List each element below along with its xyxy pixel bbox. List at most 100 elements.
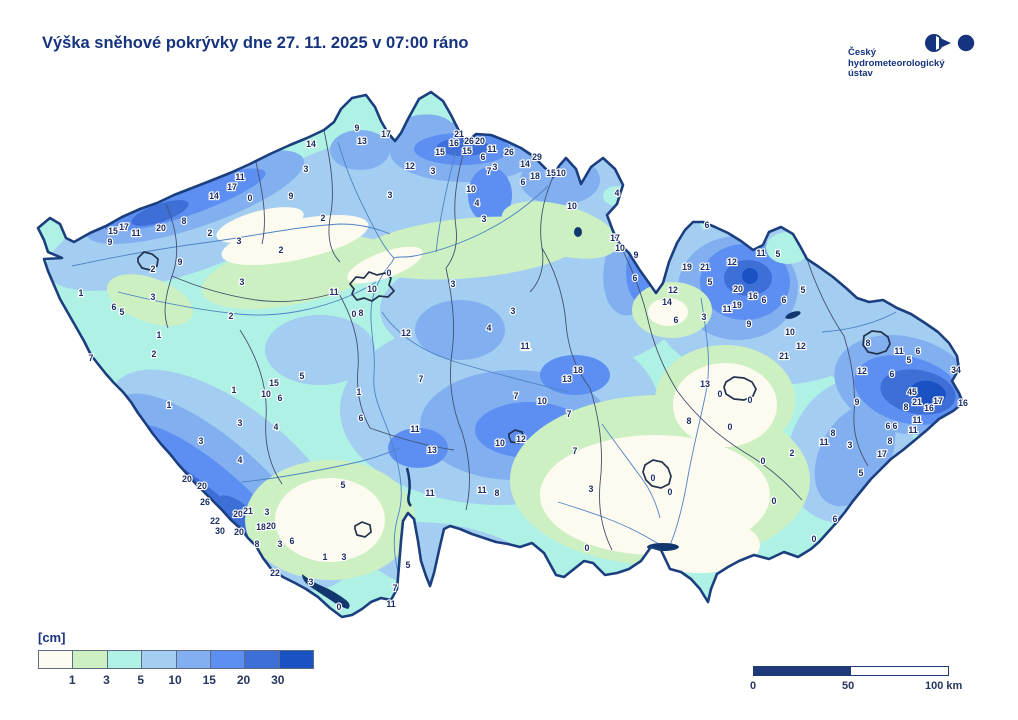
station-value: 8 bbox=[866, 338, 871, 348]
station-value: 5 bbox=[859, 468, 864, 478]
station-value: 11 bbox=[894, 346, 903, 356]
station-value: 18 bbox=[256, 522, 266, 532]
station-value: 21 bbox=[779, 351, 789, 361]
station-value: 8 bbox=[182, 216, 187, 226]
legend-threshold-labels: 1 3 5 10 15 20 30 bbox=[38, 673, 312, 689]
legend-threshold-label: 30 bbox=[271, 673, 285, 687]
station-value: 6 bbox=[674, 315, 679, 325]
region-borders bbox=[164, 129, 869, 551]
station-value: 8 bbox=[359, 308, 364, 318]
chmi-logo-icon bbox=[925, 34, 975, 52]
station-value: 15 bbox=[108, 226, 118, 236]
station-value: 6 bbox=[521, 177, 526, 187]
station-value: 7 bbox=[567, 409, 572, 419]
station-value: 5 bbox=[300, 371, 305, 381]
station-value: 16 bbox=[449, 138, 459, 148]
station-value: 20 bbox=[266, 521, 276, 531]
station-value: 8 bbox=[687, 416, 692, 426]
station-value: 10 bbox=[537, 396, 547, 406]
station-value: 15 bbox=[546, 168, 556, 178]
station-value: 3 bbox=[237, 236, 242, 246]
station-value: 18 bbox=[573, 365, 583, 375]
station-value: 21 bbox=[912, 397, 922, 407]
station-value: 3 bbox=[238, 418, 243, 428]
station-value: 12 bbox=[516, 434, 526, 444]
station-value: 6 bbox=[782, 295, 787, 305]
station-value: 21 bbox=[454, 129, 464, 139]
station-value: 2 bbox=[321, 213, 326, 223]
station-value: 0 bbox=[651, 473, 656, 483]
station-value: 1 bbox=[79, 288, 84, 298]
station-value: 9 bbox=[634, 250, 639, 260]
station-value: 16 bbox=[958, 398, 968, 408]
station-value: 11 bbox=[425, 488, 434, 498]
station-value: 6 bbox=[481, 152, 486, 162]
station-value: 9 bbox=[355, 123, 360, 133]
station-value: 17 bbox=[610, 233, 620, 243]
station-value: 9 bbox=[855, 397, 860, 407]
station-value: 8 bbox=[888, 436, 893, 446]
station-value: 3 bbox=[265, 507, 270, 517]
station-value: 14 bbox=[209, 191, 219, 201]
station-value: 34 bbox=[951, 365, 961, 375]
legend-threshold-label: 20 bbox=[236, 673, 251, 687]
station-value: 20 bbox=[156, 223, 166, 233]
station-value: 6 bbox=[633, 273, 638, 283]
legend-color-cell bbox=[107, 651, 143, 668]
chmi-logo-text: Český hydrometeorologický ústav bbox=[848, 47, 945, 80]
station-value: 11 bbox=[329, 287, 338, 297]
station-value: 14 bbox=[520, 159, 530, 169]
station-value: 1 bbox=[323, 552, 328, 562]
station-value: 12 bbox=[796, 341, 806, 351]
station-value: 11 bbox=[521, 342, 530, 352]
station-value: 11 bbox=[477, 485, 486, 495]
station-value: 6 bbox=[762, 295, 767, 305]
station-value: 15 bbox=[435, 147, 445, 157]
legend-color-cell bbox=[142, 651, 177, 668]
station-value: 0 bbox=[668, 487, 673, 497]
station-value: 3 bbox=[342, 552, 347, 562]
station-value: 5 bbox=[708, 277, 713, 287]
station-value: 11 bbox=[912, 415, 921, 425]
station-value: 0 bbox=[812, 534, 817, 544]
station-value: 6 bbox=[359, 413, 364, 423]
station-value: 7 bbox=[393, 583, 398, 593]
station-value: 21 bbox=[700, 262, 710, 272]
station-value: 3 bbox=[511, 306, 516, 316]
station-value: 3 bbox=[493, 162, 498, 172]
station-value: 21 bbox=[243, 506, 253, 516]
station-value: 5 bbox=[406, 560, 411, 570]
station-value: 6 bbox=[916, 346, 921, 356]
station-value: 10 bbox=[367, 284, 377, 294]
station-value: 3 bbox=[240, 277, 245, 287]
station-value: 12 bbox=[405, 161, 415, 171]
station-value: 11 bbox=[235, 172, 244, 182]
station-value: 13 bbox=[562, 374, 572, 384]
station-value: 2 bbox=[152, 349, 157, 359]
legend-threshold-label: 3 bbox=[103, 673, 110, 687]
station-value: 8 bbox=[904, 402, 909, 412]
station-value: 17 bbox=[877, 449, 887, 459]
station-value: 9 bbox=[178, 257, 183, 267]
legend-threshold-label: 5 bbox=[137, 673, 145, 687]
station-value: 8 bbox=[831, 428, 836, 438]
station-value: 3 bbox=[199, 436, 204, 446]
station-value: 6 bbox=[290, 536, 295, 546]
station-value: 3 bbox=[589, 484, 594, 494]
station-value: 3 bbox=[702, 312, 707, 322]
station-value: 6 bbox=[893, 421, 898, 431]
station-value: 17 bbox=[381, 129, 391, 139]
station-value: 4 bbox=[487, 323, 492, 333]
station-value: 8 bbox=[255, 539, 260, 549]
station-value: 29 bbox=[532, 152, 542, 162]
station-value: 11 bbox=[410, 424, 419, 434]
station-value: 15 bbox=[462, 146, 472, 156]
station-value: 0 bbox=[772, 496, 777, 506]
station-value: 17 bbox=[933, 396, 943, 406]
station-value: 3 bbox=[388, 190, 393, 200]
station-value: 17 bbox=[119, 222, 129, 232]
station-value: 6 bbox=[705, 220, 710, 230]
rivers bbox=[71, 141, 897, 597]
